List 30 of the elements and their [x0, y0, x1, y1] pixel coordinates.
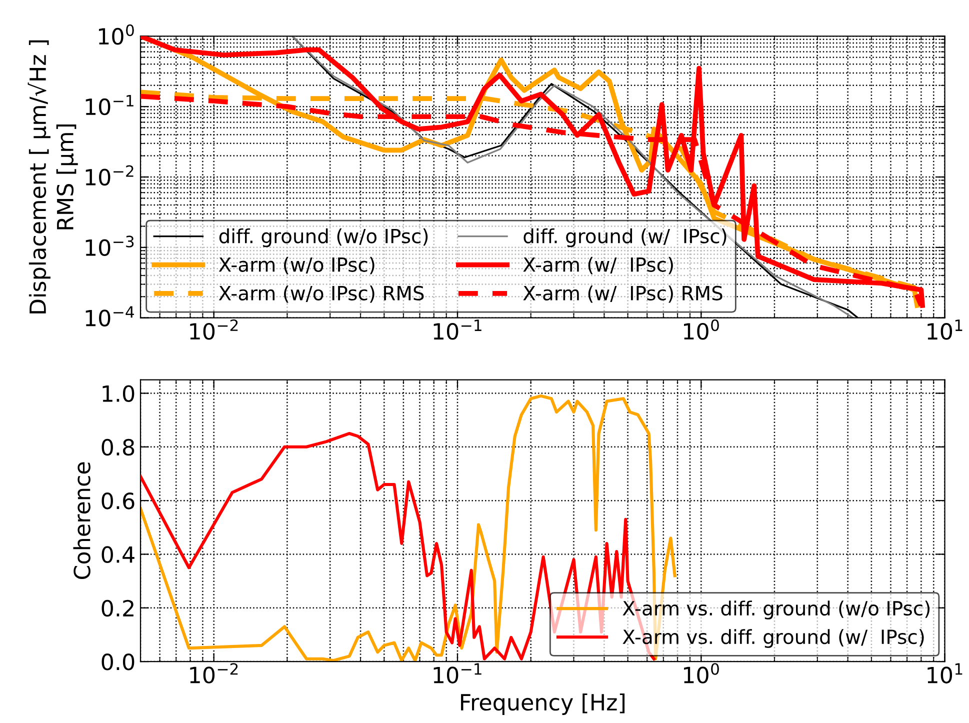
y-tick-label: 0.2: [102, 600, 134, 617]
legend-label: X-arm vs. diff. ground (w/ IPsc): [622, 629, 924, 648]
legend-label: X-arm (w/o IPsc) RMS: [218, 285, 424, 303]
x-tick-label: 10$^{−2}$: [190, 663, 238, 684]
y-tick-label: 0.8: [102, 438, 134, 456]
y-tick-label: 0.0: [102, 653, 134, 670]
x-tick-label: 10$^{1}$: [928, 663, 962, 684]
y-tick-label: 1.0: [102, 385, 134, 402]
y-axis-title: Coherence: [73, 462, 90, 580]
y-tick-label: 0.4: [102, 546, 134, 563]
y-tick-label: 10$^{−4}$: [86, 306, 134, 326]
x-tick-label: 10$^{−2}$: [190, 319, 238, 340]
legend-label: X-arm (w/o IPsc): [218, 256, 374, 274]
legend-label: diff. ground (w/o IPsc): [219, 228, 428, 248]
y-tick-label: 0.6: [102, 492, 134, 510]
x-tick-label: 10$^{−1}$: [434, 663, 482, 684]
x-tick-label: 10$^{−1}$: [434, 320, 482, 340]
x-axis-title: Frequency [Hz]: [461, 693, 625, 715]
y-tick-label: 10$^{0}$: [98, 24, 134, 45]
x-tick-label: 10$^{1}$: [928, 320, 962, 340]
y-axis-title: Displacement [ μm/√Hz ] RMS [μm]: [28, 40, 78, 314]
legend-label: X-arm (w/ IPsc): [523, 256, 673, 274]
x-tick-label: 10$^{0}$: [684, 319, 719, 340]
y-tick-label: 10$^{−1}$: [86, 95, 134, 116]
y-tick-label: 10$^{−3}$: [86, 236, 134, 256]
y-tick-label: 10$^{−2}$: [86, 165, 134, 186]
legend-label: X-arm vs. diff. ground (w/o IPsc): [622, 600, 930, 620]
legend-label: X-arm (w/ IPsc) RMS: [523, 285, 722, 303]
x-tick-label: 10$^{0}$: [684, 663, 719, 684]
legend-label: diff. ground (w/ IPsc): [524, 228, 726, 248]
